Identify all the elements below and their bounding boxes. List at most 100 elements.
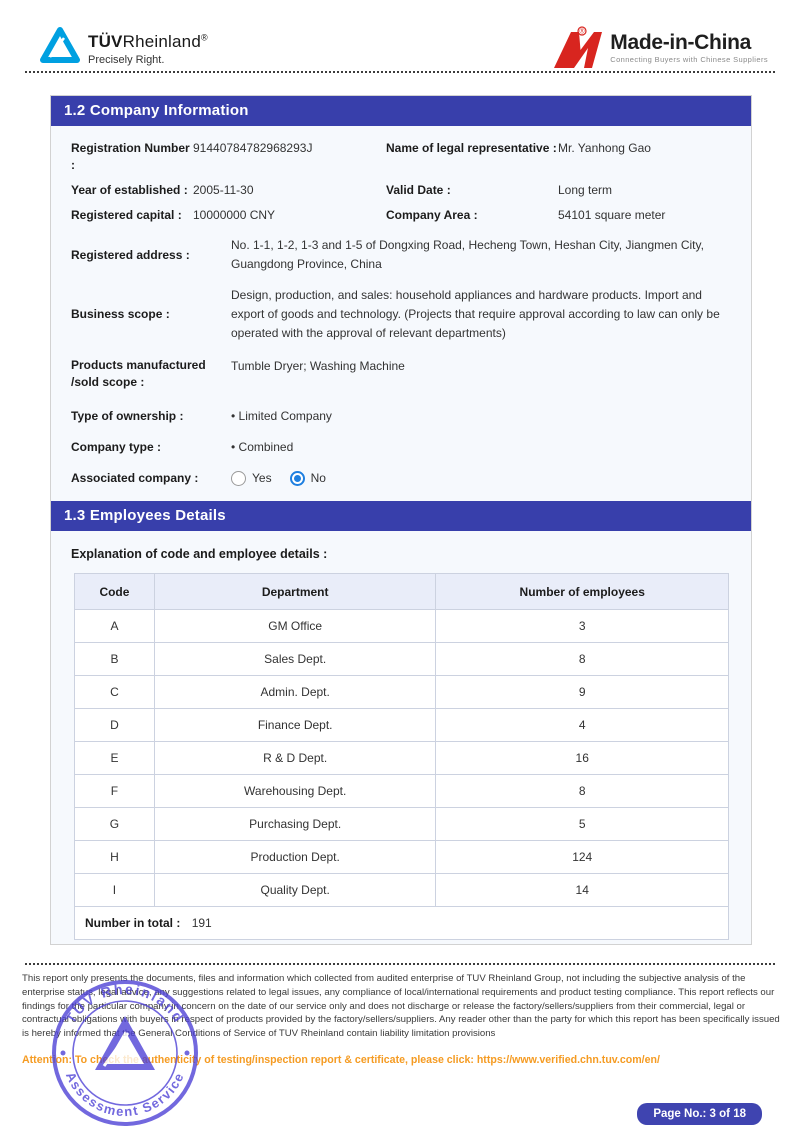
table-cell: Purchasing Dept. xyxy=(153,807,437,841)
table-cell: C xyxy=(74,675,155,709)
table-cell: Production Dept. xyxy=(153,840,437,874)
radio-label: No xyxy=(310,471,326,485)
table-cell: 8 xyxy=(435,774,729,808)
tuv-brand-name: TÜVRheinland® xyxy=(88,32,208,52)
table-row: F Warehousing Dept. 8 xyxy=(74,774,729,808)
mic-m-icon: ® xyxy=(554,26,603,68)
table-cell: I xyxy=(74,873,155,907)
field-label: Year of established : xyxy=(71,183,188,197)
table-cell: 9 xyxy=(435,675,729,709)
svg-text:®: ® xyxy=(580,28,586,36)
stamp-bottom-text: Assessment Service xyxy=(63,1070,186,1120)
footer-divider xyxy=(25,963,775,965)
employees-table: Code Department Number of employees A GM Of… xyxy=(74,573,729,940)
associated-company-options: Yes No xyxy=(231,469,729,487)
radio-option-yes[interactable]: Yes xyxy=(231,469,272,487)
total-value: 191 xyxy=(191,916,212,930)
field-value: 10000000 CNY xyxy=(193,208,276,222)
table-cell: Sales Dept. xyxy=(153,642,437,676)
total-row: Number in total : 191 xyxy=(74,906,729,940)
employee-table-body: A GM Office 3 B Sales Dept. 8 C Admin. Dept. 9 D F… xyxy=(74,609,729,907)
table-row: D Finance Dept. 4 xyxy=(74,708,729,742)
tuv-registered-mark: ® xyxy=(200,32,208,43)
table-cell: 4 xyxy=(435,708,729,742)
field-value: Mr. Yanhong Gao xyxy=(558,141,651,155)
column-header: Department xyxy=(153,573,437,610)
verification-link[interactable]: https://www.verified.chn.tuv.com/en/ xyxy=(476,1054,660,1066)
table-cell: Finance Dept. xyxy=(153,708,437,742)
svg-text:Assessment Service: Assessment Service xyxy=(63,1070,187,1120)
table-cell: Warehousing Dept. xyxy=(153,774,437,808)
tuv-brand-light: Rheinland xyxy=(122,32,201,51)
column-header: Code xyxy=(74,573,155,610)
table-cell: Quality Dept. xyxy=(153,873,437,907)
table-cell: 3 xyxy=(435,609,729,643)
field-value: 2005-11-30 xyxy=(193,183,254,197)
page-number-badge: Page No.: 3 of 18 xyxy=(637,1103,762,1125)
tuv-rheinland-logo: TÜVRheinland® Precisely Right. xyxy=(40,26,208,66)
field-label: Products manufactured /sold scope : xyxy=(71,358,206,389)
field-label: Valid Date : xyxy=(386,183,451,197)
company-fields-grid: Registration Number : 91440784782968293J… xyxy=(71,140,729,224)
table-cell: B xyxy=(74,642,155,676)
field-value: No. 1-1, 1-2, 1-3 and 1-5 of Dongxing Ro… xyxy=(231,238,704,271)
field-value: Long term xyxy=(558,183,613,197)
business-scope-row: Business scope : Design, production, and… xyxy=(71,286,729,343)
table-cell: G xyxy=(74,807,155,841)
section-title-company-information: 1.2 Company Information xyxy=(51,96,751,126)
table-cell: 124 xyxy=(435,840,729,874)
table-row: B Sales Dept. 8 xyxy=(74,642,729,676)
section-title-employees-details: 1.3 Employees Details xyxy=(51,501,751,531)
radio-option-no[interactable]: No xyxy=(289,469,326,487)
field-label: Name of legal representative : xyxy=(386,141,557,155)
header-divider xyxy=(25,71,775,73)
table-cell: GM Office xyxy=(153,609,437,643)
made-in-china-logo: ® Made-in-China Connecting Buyers with C… xyxy=(552,26,768,70)
field-value: 54101 square meter xyxy=(558,208,666,222)
associated-company-row: Associated company : Yes No xyxy=(71,469,729,487)
report-content-box: 1.2 Company Information Registration Num… xyxy=(50,95,752,945)
radio-unchecked-icon[interactable] xyxy=(231,470,246,486)
disclaimer-text: This report only presents the documents,… xyxy=(22,973,780,1040)
tuv-tagline: Precisely Right. xyxy=(88,54,165,66)
field-label: Registration Number : xyxy=(71,141,190,172)
field-value: Design, production, and sales: household… xyxy=(231,288,720,340)
field-value: Tumble Dryer; Washing Machine xyxy=(231,359,405,373)
table-cell: H xyxy=(74,840,155,874)
company-information-section: Registration Number : 91440784782968293J… xyxy=(51,126,751,501)
field-label: Registered address : xyxy=(71,247,190,262)
table-cell: A xyxy=(74,609,155,643)
table-cell: R & D Dept. xyxy=(153,741,437,775)
attention-text: Attention: To check the authenticity of … xyxy=(22,1054,477,1066)
radio-label: Yes xyxy=(252,471,272,485)
table-cell: 8 xyxy=(435,642,729,676)
field-label: Associated company : xyxy=(71,470,199,485)
field-label: Company type : xyxy=(71,440,162,454)
field-label: Company Area : xyxy=(386,208,478,222)
attention-notice: Attention: To check the authenticity of … xyxy=(22,1054,792,1066)
employee-table-head-row: Code Department Number of employees xyxy=(74,573,729,610)
ownership-row: Type of ownership : Limited Company xyxy=(71,407,729,426)
table-row: I Quality Dept. 14 xyxy=(74,873,729,907)
table-cell: F xyxy=(74,774,155,808)
radio-checked-icon[interactable] xyxy=(289,470,305,486)
total-cell: Number in total : 191 xyxy=(74,906,729,940)
registered-address-row: Registered address : No. 1-1, 1-2, 1-3 a… xyxy=(71,236,729,274)
table-cell: 16 xyxy=(435,741,729,775)
field-label: Type of ownership : xyxy=(71,409,184,423)
table-row: G Purchasing Dept. 5 xyxy=(74,807,729,841)
table-cell: 5 xyxy=(435,807,729,841)
column-header: Number of employees xyxy=(435,573,729,610)
table-row: C Admin. Dept. 9 xyxy=(74,675,729,709)
table-cell: E xyxy=(74,741,155,775)
products-scope-row: Products manufactured /sold scope : Tumb… xyxy=(71,357,729,391)
employees-explanation-label: Explanation of code and employee details… xyxy=(71,547,328,561)
field-value: Combined xyxy=(231,438,729,457)
tuv-brand-bold: TÜV xyxy=(88,32,123,51)
field-label: Business scope : xyxy=(71,307,170,321)
mic-tagline: Connecting Buyers with Chinese Suppliers xyxy=(610,55,768,65)
table-row: A GM Office 3 xyxy=(74,609,729,643)
mic-brand-name: Made-in-China xyxy=(610,31,752,55)
